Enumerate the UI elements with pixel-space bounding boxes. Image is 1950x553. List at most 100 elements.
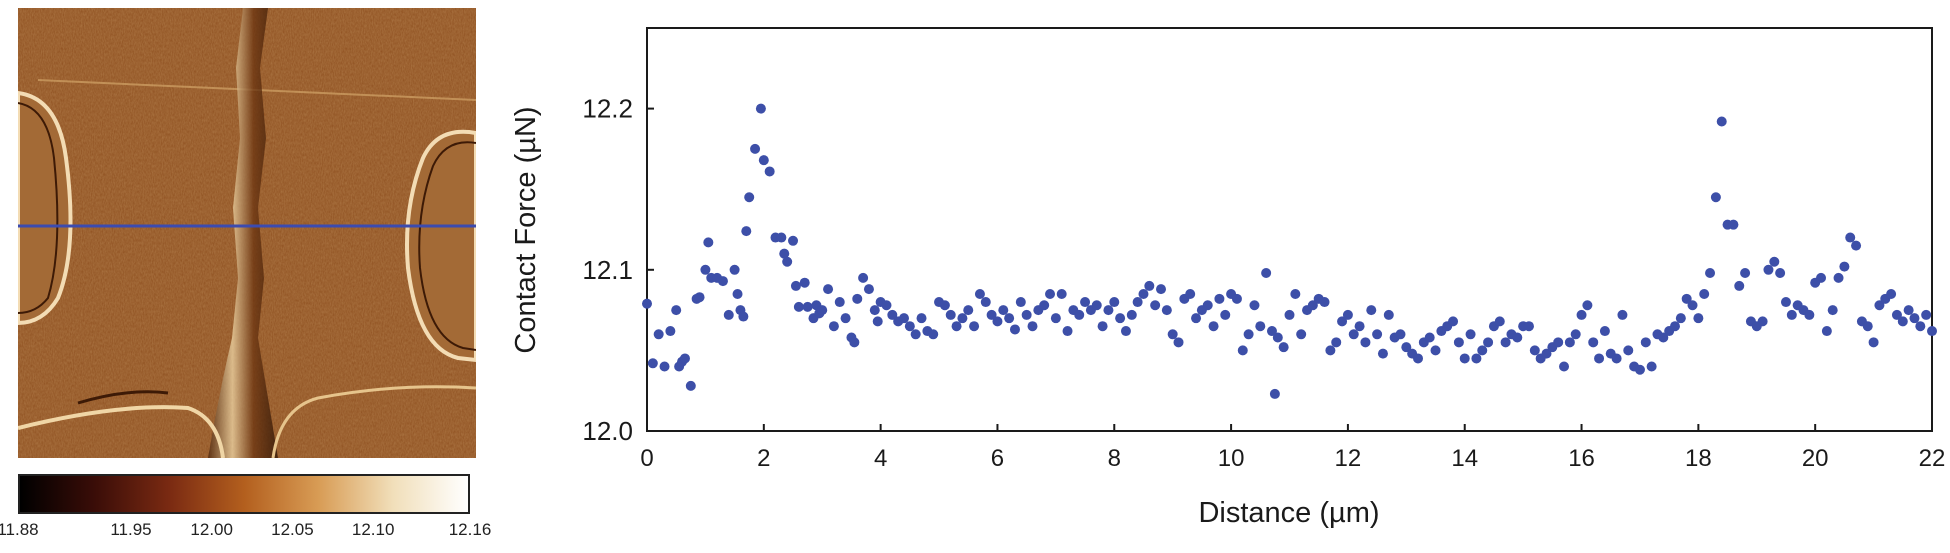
data-point — [1243, 329, 1254, 340]
data-point — [872, 316, 883, 327]
data-point — [1634, 364, 1645, 375]
data-point — [1050, 313, 1061, 324]
data-point — [1430, 345, 1441, 356]
data-point — [939, 300, 950, 311]
data-point — [1015, 297, 1026, 308]
data-point — [793, 301, 804, 312]
data-point — [1897, 316, 1908, 327]
data-point — [1640, 337, 1651, 348]
data-point — [1319, 297, 1330, 308]
data-point — [1395, 329, 1406, 340]
data-point — [732, 288, 743, 299]
data-point — [750, 143, 761, 154]
data-point — [1377, 348, 1388, 359]
data-point — [1775, 268, 1786, 279]
data-point — [1886, 288, 1897, 299]
data-point — [1523, 321, 1534, 332]
colorbar-tick-label: 12.05 — [271, 520, 314, 539]
data-point — [1646, 361, 1657, 372]
afm-image — [18, 8, 476, 458]
data-point — [1804, 309, 1815, 320]
afm-right-pad-edge — [418, 141, 476, 351]
data-point — [1261, 268, 1272, 279]
data-point — [1564, 337, 1575, 348]
data-point — [1214, 293, 1225, 304]
data-point — [910, 329, 921, 340]
data-point — [685, 380, 696, 391]
x-tick-label: 6 — [991, 445, 1004, 472]
data-point — [694, 292, 705, 303]
data-point — [1927, 326, 1937, 337]
data-point — [1103, 305, 1114, 316]
data-point — [744, 192, 755, 203]
colorbar-tick-label: 12.00 — [190, 520, 233, 539]
data-point — [1255, 321, 1266, 332]
x-tick-label: 20 — [1802, 445, 1829, 472]
data-point — [665, 326, 676, 337]
data-point — [1839, 261, 1850, 272]
data-point — [840, 313, 851, 324]
data-point — [1009, 324, 1020, 335]
afm-bottom-crack — [77, 390, 169, 405]
data-point — [1769, 256, 1780, 267]
data-point — [1903, 305, 1914, 316]
data-point — [986, 309, 997, 320]
data-point — [1710, 192, 1721, 203]
data-point — [980, 297, 991, 308]
data-point — [1617, 309, 1628, 320]
data-point — [974, 288, 985, 299]
y-axis-ticks: 12.0 12.1 12.2 — [582, 94, 654, 446]
data-point — [817, 305, 828, 316]
data-point — [1126, 309, 1137, 320]
data-point — [1465, 329, 1476, 340]
x-axis-label: Distance (µm) — [1198, 497, 1379, 529]
data-point — [1448, 316, 1459, 327]
y-tick-label: 12.2 — [582, 94, 633, 124]
data-point — [1471, 353, 1482, 364]
data-point — [1623, 345, 1634, 356]
data-point — [1891, 309, 1902, 320]
data-point — [1284, 309, 1295, 320]
data-point — [1670, 321, 1680, 332]
data-point — [700, 264, 711, 275]
data-point — [1080, 297, 1091, 308]
data-point — [653, 329, 664, 340]
data-point — [1483, 337, 1494, 348]
data-point — [1541, 348, 1552, 359]
data-point — [945, 309, 956, 320]
data-point — [1208, 321, 1219, 332]
data-point — [1553, 337, 1564, 348]
data-point — [1348, 329, 1359, 340]
data-point — [1757, 316, 1768, 327]
data-point — [904, 321, 915, 332]
data-point — [1459, 353, 1470, 364]
data-point — [963, 305, 974, 316]
data-point — [1045, 288, 1056, 299]
data-point — [776, 232, 787, 243]
data-point — [1372, 329, 1383, 340]
data-point — [1915, 321, 1926, 332]
data-point — [1559, 361, 1570, 372]
data-point — [1027, 321, 1038, 332]
x-tick-label: 12 — [1335, 445, 1362, 472]
data-point — [1424, 332, 1435, 343]
data-point — [1161, 305, 1172, 316]
data-point — [1921, 309, 1932, 320]
data-point — [957, 313, 968, 324]
data-point — [1582, 300, 1593, 311]
data-point — [1909, 313, 1920, 324]
afm-left-pad — [18, 90, 73, 326]
data-point — [1734, 280, 1745, 291]
data-point — [1500, 337, 1511, 348]
data-points — [642, 103, 1937, 399]
data-point — [899, 313, 909, 324]
data-point — [647, 358, 658, 369]
data-point — [1138, 288, 1149, 299]
data-point — [1570, 329, 1581, 340]
data-point — [1039, 300, 1050, 311]
data-point — [1360, 337, 1371, 348]
data-point — [758, 155, 769, 166]
data-point — [1091, 300, 1102, 311]
data-point — [1681, 293, 1692, 304]
data-point — [1494, 316, 1505, 327]
